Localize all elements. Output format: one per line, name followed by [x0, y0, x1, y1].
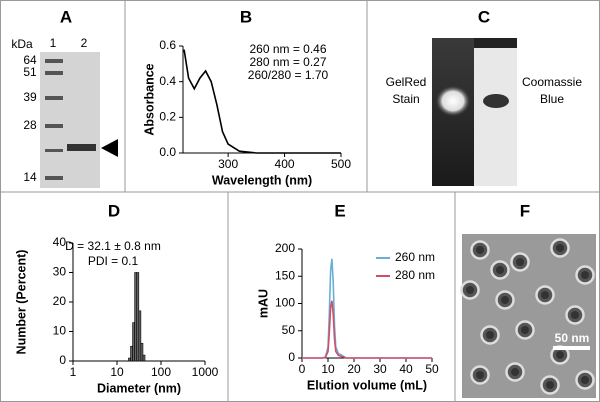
protein-band: [67, 144, 96, 151]
particle-core: [476, 246, 484, 254]
x-tick-label: 1000: [192, 365, 219, 379]
absorbance-line: [183, 49, 341, 154]
x-tick-label: 1: [70, 365, 77, 379]
y-tick-label: 150: [275, 268, 295, 282]
bar: [132, 322, 135, 362]
gelred-band: [435, 85, 471, 117]
marker-label: 51: [23, 65, 37, 79]
x-axis-label: Diameter (nm): [97, 381, 181, 395]
panel-letter: F: [520, 201, 530, 220]
y-tick-label: 30: [53, 265, 67, 279]
bar: [142, 354, 146, 362]
marker-label: 14: [23, 170, 37, 184]
stain-label: Blue: [540, 92, 564, 106]
x-tick-label: 100: [151, 365, 171, 379]
particle-core: [556, 244, 564, 252]
y-tick-label: 0.6: [159, 38, 176, 52]
x-tick-label: 0: [299, 362, 306, 376]
x-tick-label: 10: [110, 365, 124, 379]
arrow: [101, 139, 118, 157]
wells: [474, 38, 517, 48]
y-tick-label: 200: [275, 241, 295, 255]
panel-letter: B: [240, 7, 252, 26]
stain-label: Stain: [392, 92, 419, 106]
marker-label: 64: [23, 53, 37, 67]
panel-letter: A: [60, 7, 72, 26]
y-tick-label: 0.2: [159, 110, 176, 124]
particle-core: [546, 381, 554, 389]
unit: kDa: [11, 37, 33, 51]
y-tick-label: 10: [53, 324, 67, 338]
particle-core: [516, 258, 524, 266]
bar: [138, 310, 142, 362]
lane-label: 2: [81, 36, 88, 50]
stain-label: GelRed: [386, 75, 427, 89]
annotation: D = 32.1 ± 0.8 nm: [65, 239, 161, 253]
y-axis-label: mAU: [256, 289, 270, 318]
coomassie-band: [483, 94, 509, 108]
x-tick-label: 400: [275, 157, 295, 171]
annotation: 260 nm = 0.46: [249, 42, 326, 56]
particle-core: [571, 311, 579, 319]
particle-core: [581, 376, 589, 384]
particle-core: [556, 351, 564, 359]
x-tick-label: 10: [321, 362, 335, 376]
bar: [140, 342, 144, 362]
stain-label: Coomassie: [522, 75, 582, 89]
bar: [134, 272, 138, 362]
bar: [130, 345, 133, 362]
x-tick-label: 500: [331, 157, 351, 171]
scale-label: 50 nm: [555, 331, 590, 345]
x-axis-label: Elution volume (mL): [307, 378, 427, 392]
y-tick-label: 0: [59, 353, 66, 367]
coomassie-image: [474, 38, 517, 186]
particle-core: [501, 296, 509, 304]
x-tick-label: 20: [347, 362, 361, 376]
bar: [128, 357, 131, 362]
annotation: PDI = 0.1: [88, 254, 139, 268]
y-tick-label: 50: [282, 323, 296, 337]
marker-label: 39: [23, 90, 37, 104]
panel-letter: C: [478, 7, 490, 26]
y-tick-label: 100: [275, 296, 295, 310]
x-tick-label: 50: [425, 362, 439, 376]
series-line: [302, 300, 432, 359]
y-tick-label: 20: [53, 294, 67, 308]
x-tick-label: 30: [373, 362, 387, 376]
x-tick-label: 300: [218, 157, 238, 171]
annotation: 280 nm = 0.27: [249, 55, 326, 69]
particle-core: [466, 286, 474, 294]
bar: [136, 272, 140, 362]
particles: [460, 238, 595, 395]
particle-core: [496, 266, 504, 274]
marker-label: 28: [23, 118, 37, 132]
particle-core: [521, 326, 529, 334]
particle-core: [511, 368, 519, 376]
y-tick-label: 0: [288, 350, 295, 364]
x-axis-label: Wavelength (nm): [212, 173, 312, 187]
y-tick-label: 0.0: [159, 145, 176, 159]
y-tick-label: 0.4: [159, 74, 176, 88]
particle-core: [476, 371, 484, 379]
particle-core: [486, 331, 494, 339]
particle-core: [541, 291, 549, 299]
legend-label: 260 nm: [395, 250, 435, 264]
marker-bands: [45, 59, 63, 180]
panel-letter: E: [334, 201, 345, 220]
lane-label: 1: [50, 36, 57, 50]
y-axis-label: Absorbance: [142, 63, 156, 135]
annotation: 260/280 = 1.70: [248, 68, 329, 82]
x-tick-label: 40: [399, 362, 413, 376]
y-axis-label: Number (Percent): [14, 250, 28, 355]
panel-letter: D: [108, 201, 120, 220]
particle-core: [581, 271, 589, 279]
legend-label: 280 nm: [395, 268, 435, 282]
y-tick-label: 40: [53, 235, 67, 249]
